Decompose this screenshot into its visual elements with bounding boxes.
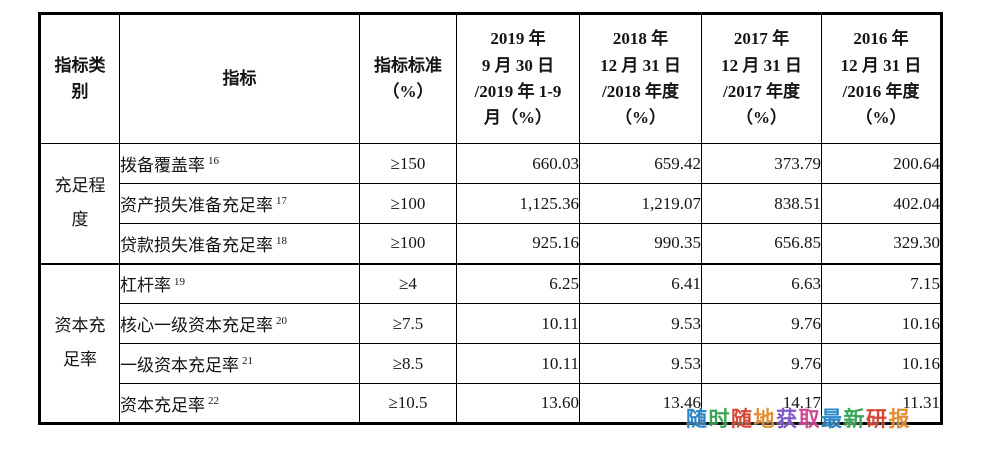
table-row: 资本充足率 22 ≥10.5 13.60 13.46 14.17 11.31	[40, 383, 942, 424]
standard-cell: ≥100	[359, 183, 457, 224]
category-cell-adequacy: 充足程 度	[39, 143, 120, 264]
indicator-cell: 杠杆率 19	[119, 262, 360, 304]
value-cell-2017: 656.85	[701, 223, 822, 264]
header-line: /2019 年 1-9	[474, 82, 562, 101]
value-cell-2019: 10.11	[456, 303, 580, 344]
standard-cell: ≥8.5	[359, 343, 457, 384]
col-header-standard: 指标标准 （%）	[359, 13, 457, 144]
header-line: 别	[71, 82, 89, 101]
value-cell-2019: 1,125.36	[456, 183, 580, 224]
footnote-ref: 18	[276, 235, 287, 248]
table-row: 充足程 度 拨备覆盖率 16 ≥150 660.03 659.42 373.79 …	[39, 143, 942, 264]
value-cell-2016: 402.04	[821, 183, 942, 224]
footnote-ref: 21	[242, 355, 253, 368]
value-cell-2017: 9.76	[701, 303, 822, 344]
value-cell-2016: 7.15	[821, 262, 942, 304]
header-line: 2019 年	[490, 29, 546, 49]
col-header-2017: 2017 年 12 月 31 日 /2017 年度 （%）	[701, 13, 822, 144]
footnote-ref: 17	[276, 195, 287, 208]
standard-cell: ≥4	[359, 262, 457, 304]
header-line: 12 月 31 日	[721, 55, 802, 75]
header-line: （%）	[382, 82, 434, 101]
value-cell-2018: 9.53	[579, 343, 702, 384]
header-line: /2017 年度	[723, 82, 800, 101]
indicator-cell: 核心一级资本充足率 20	[119, 303, 360, 344]
standard-cell: ≥7.5	[359, 303, 457, 344]
table-row: 核心一级资本充足率 20 ≥7.5 10.11 9.53 9.76 10.16	[40, 303, 942, 344]
value-cell-2019: 660.03	[456, 143, 580, 184]
col-header-2019: 2019 年 9 月 30 日 /2019 年 1-9 月（%）	[456, 13, 580, 144]
value-cell-2019: 925.16	[456, 223, 580, 264]
header-line: （%）	[855, 108, 907, 128]
header-line: /2018 年度	[602, 82, 679, 101]
header-line: 12 月 31 日	[840, 55, 922, 75]
table-row: 一级资本充足率 21 ≥8.5 10.11 9.53 9.76 10.16	[40, 343, 942, 384]
header-row: 指标类 别 指标 指标标准 （%） 2019 年 9 月 30 日 /2019 …	[39, 13, 942, 144]
value-cell-2019: 13.60	[456, 383, 580, 424]
value-cell-2018: 659.42	[579, 143, 702, 184]
standard-cell: ≥100	[359, 223, 457, 264]
header-line: （%）	[736, 108, 787, 128]
footnote-ref: 20	[276, 315, 287, 328]
financial-indicators-table: 指标类 别 指标 指标标准 （%） 2019 年 9 月 30 日 /2019 …	[38, 12, 943, 425]
footnote-ref: 22	[208, 394, 219, 407]
header-line: 指标	[222, 68, 257, 88]
value-cell-2016: 200.64	[821, 143, 942, 184]
value-cell-2018: 13.46	[579, 383, 702, 424]
value-cell-2018: 6.41	[579, 262, 702, 304]
value-cell-2018: 1,219.07	[579, 183, 702, 224]
header-line: 9 月 30 日	[481, 55, 555, 75]
header-line: 指标标准	[374, 55, 442, 75]
header-line: 指标类	[54, 55, 106, 75]
footnote-ref: 16	[208, 155, 219, 168]
standard-cell: ≥150	[359, 143, 457, 184]
standard-cell: ≥10.5	[359, 383, 457, 424]
header-line: /2016 年度	[842, 82, 920, 101]
col-header-2018: 2018 年 12 月 31 日 /2018 年度 （%）	[579, 13, 702, 144]
header-line: 12 月 31 日	[600, 55, 681, 75]
header-line: 2017 年	[733, 29, 790, 49]
indicator-cell: 资产损失准备充足率 17	[119, 183, 360, 224]
value-cell-2016: 10.16	[821, 343, 942, 384]
table-row: 资本充 足率 杠杆率 19 ≥4 6.25 6.41 6.63 7.15	[39, 262, 942, 424]
indicator-cell: 拨备覆盖率 16	[119, 143, 360, 184]
value-cell-2017: 838.51	[701, 183, 822, 224]
value-cell-2018: 9.53	[579, 303, 702, 344]
value-cell-2016: 329.30	[821, 223, 942, 264]
table-row: 贷款损失准备充足率 18 ≥100 925.16 990.35 656.85 32…	[40, 223, 942, 264]
footnote-ref: 19	[174, 275, 185, 288]
value-cell-2019: 6.25	[456, 262, 580, 304]
indicator-cell: 资本充足率 22	[119, 383, 360, 424]
col-header-category: 指标类 别	[39, 13, 120, 144]
header-line: （%）	[615, 108, 666, 128]
indicator-cell: 贷款损失准备充足率 18	[119, 223, 360, 264]
value-cell-2017: 9.76	[701, 343, 822, 384]
category-cell-capital: 资本充 足率	[39, 262, 120, 424]
value-cell-2017: 6.63	[701, 262, 822, 304]
value-cell-2019: 10.11	[456, 343, 580, 384]
header-line: 月（%）	[484, 108, 552, 128]
header-line: 2016 年	[853, 29, 909, 49]
value-cell-2017: 373.79	[701, 143, 822, 184]
value-cell-2018: 990.35	[579, 223, 702, 264]
value-cell-2016: 11.31	[821, 383, 942, 424]
header-line: 2018 年	[612, 29, 669, 49]
col-header-indicator: 指标	[119, 13, 360, 144]
table-row: 资产损失准备充足率 17 ≥100 1,125.36 1,219.07 838.5…	[40, 183, 942, 224]
value-cell-2016: 10.16	[821, 303, 942, 344]
value-cell-2017: 14.17	[701, 383, 822, 424]
indicator-cell: 一级资本充足率 21	[119, 343, 360, 384]
col-header-2016: 2016 年 12 月 31 日 /2016 年度 （%）	[821, 13, 942, 144]
